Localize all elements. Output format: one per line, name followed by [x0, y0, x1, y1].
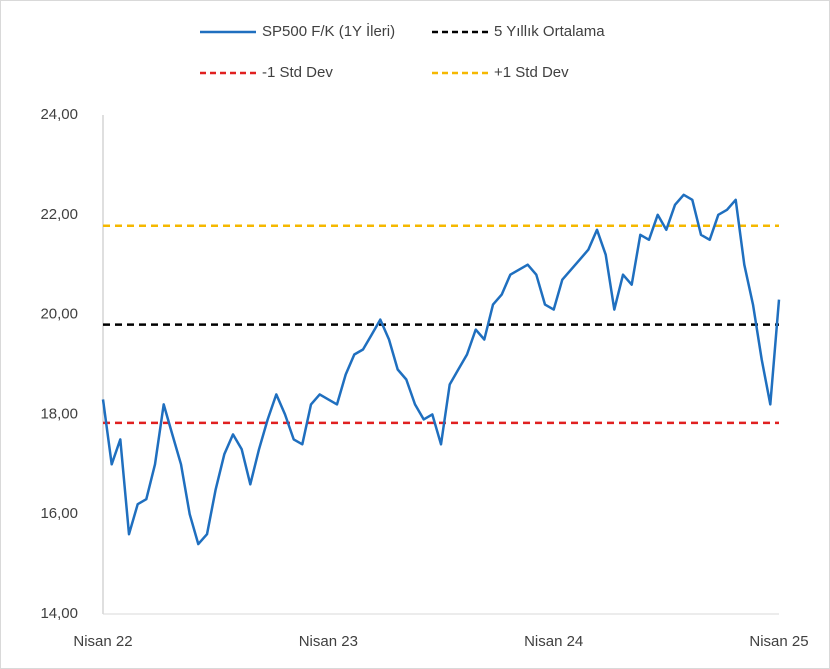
legend-label: 5 Yıllık Ortalama: [494, 23, 605, 40]
legend-label: SP500 F/K (1Y İleri): [262, 22, 395, 40]
x-tick-label: Nisan 23: [299, 633, 358, 650]
x-tick-label: Nisan 24: [524, 633, 583, 650]
y-tick-label: 16,00: [40, 505, 78, 522]
legend-label: +1 Std Dev: [494, 64, 569, 81]
y-tick-label: 14,00: [40, 605, 78, 622]
data-line: [101, 193, 781, 546]
y-tick-label: 24,00: [40, 106, 78, 123]
y-tick-label: 20,00: [40, 306, 78, 323]
legend-label: -1 Std Dev: [262, 64, 333, 81]
y-tick-label: 18,00: [40, 405, 78, 422]
x-tick-label: Nisan 22: [73, 633, 132, 650]
x-tick-label: Nisan 25: [749, 633, 808, 650]
y-tick-label: 22,00: [40, 206, 78, 223]
